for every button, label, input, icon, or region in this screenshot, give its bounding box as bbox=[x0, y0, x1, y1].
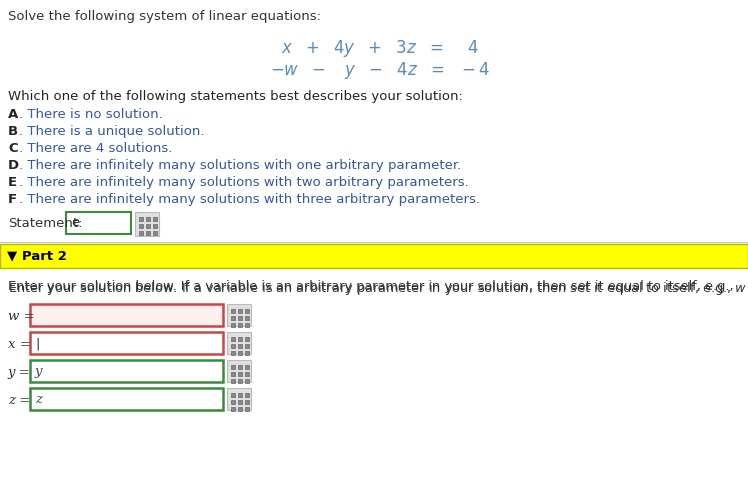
Text: F: F bbox=[8, 193, 17, 206]
FancyBboxPatch shape bbox=[30, 388, 223, 410]
FancyBboxPatch shape bbox=[238, 400, 242, 404]
FancyBboxPatch shape bbox=[153, 217, 157, 222]
FancyBboxPatch shape bbox=[245, 337, 249, 341]
FancyBboxPatch shape bbox=[238, 337, 242, 341]
Text: C: C bbox=[8, 142, 18, 155]
Text: x =: x = bbox=[8, 337, 31, 350]
FancyBboxPatch shape bbox=[231, 309, 235, 313]
Text: E: E bbox=[8, 176, 17, 189]
Text: D: D bbox=[8, 159, 19, 172]
FancyBboxPatch shape bbox=[238, 372, 242, 376]
Text: Enter your solution below. If a variable is an arbitrary parameter in your solut: Enter your solution below. If a variable… bbox=[8, 279, 748, 296]
FancyBboxPatch shape bbox=[238, 317, 242, 320]
FancyBboxPatch shape bbox=[245, 351, 249, 355]
FancyBboxPatch shape bbox=[146, 225, 150, 228]
FancyBboxPatch shape bbox=[245, 317, 249, 320]
FancyBboxPatch shape bbox=[0, 244, 748, 269]
FancyBboxPatch shape bbox=[231, 351, 235, 355]
FancyBboxPatch shape bbox=[238, 407, 242, 411]
Text: $x\ \ +\ \ 4y\ \ +\ \ 3z\ \ =\ \ \ \ 4$: $x\ \ +\ \ 4y\ \ +\ \ 3z\ \ =\ \ \ \ 4$ bbox=[280, 38, 479, 59]
FancyBboxPatch shape bbox=[231, 344, 235, 348]
FancyBboxPatch shape bbox=[245, 400, 249, 404]
FancyBboxPatch shape bbox=[238, 379, 242, 383]
Text: z =: z = bbox=[8, 393, 31, 406]
FancyBboxPatch shape bbox=[231, 323, 235, 327]
Text: . There is no solution.: . There is no solution. bbox=[19, 108, 163, 121]
FancyBboxPatch shape bbox=[238, 351, 242, 355]
Text: Solve the following system of linear equations:: Solve the following system of linear equ… bbox=[8, 10, 321, 23]
FancyBboxPatch shape bbox=[139, 217, 143, 222]
FancyBboxPatch shape bbox=[30, 333, 223, 354]
Text: . There are 4 solutions.: . There are 4 solutions. bbox=[19, 142, 172, 155]
Text: y =: y = bbox=[8, 365, 31, 378]
FancyBboxPatch shape bbox=[139, 231, 143, 236]
FancyBboxPatch shape bbox=[245, 365, 249, 369]
FancyBboxPatch shape bbox=[245, 309, 249, 313]
FancyBboxPatch shape bbox=[238, 344, 242, 348]
FancyBboxPatch shape bbox=[66, 212, 131, 235]
FancyBboxPatch shape bbox=[30, 360, 223, 382]
Text: Enter your solution below. If a variable is an arbitrary parameter in your solut: Enter your solution below. If a variable… bbox=[8, 279, 734, 292]
Text: y: y bbox=[35, 364, 43, 377]
FancyBboxPatch shape bbox=[245, 393, 249, 397]
FancyBboxPatch shape bbox=[30, 304, 223, 326]
FancyBboxPatch shape bbox=[135, 212, 159, 237]
FancyBboxPatch shape bbox=[231, 379, 235, 383]
Text: $-w\ \ -\ \ \ y\ \ -\ \ 4z\ \ =\ \ -4$: $-w\ \ -\ \ \ y\ \ -\ \ 4z\ \ =\ \ -4$ bbox=[270, 60, 490, 81]
FancyBboxPatch shape bbox=[238, 309, 242, 313]
FancyBboxPatch shape bbox=[238, 365, 242, 369]
Text: . There are infinitely many solutions with two arbitrary parameters.: . There are infinitely many solutions wi… bbox=[19, 176, 469, 189]
FancyBboxPatch shape bbox=[231, 317, 235, 320]
FancyBboxPatch shape bbox=[245, 323, 249, 327]
Text: Which one of the following statements best describes your solution:: Which one of the following statements be… bbox=[8, 90, 463, 103]
FancyBboxPatch shape bbox=[231, 337, 235, 341]
FancyBboxPatch shape bbox=[238, 323, 242, 327]
Text: e: e bbox=[71, 215, 79, 228]
FancyBboxPatch shape bbox=[139, 225, 143, 228]
Text: . There are infinitely many solutions with three arbitrary parameters.: . There are infinitely many solutions wi… bbox=[19, 193, 480, 206]
FancyBboxPatch shape bbox=[227, 360, 251, 382]
FancyBboxPatch shape bbox=[245, 379, 249, 383]
FancyBboxPatch shape bbox=[231, 372, 235, 376]
Text: z: z bbox=[35, 392, 42, 405]
FancyBboxPatch shape bbox=[227, 388, 251, 410]
Text: B: B bbox=[8, 125, 18, 138]
FancyBboxPatch shape bbox=[245, 372, 249, 376]
Text: . There are infinitely many solutions with one arbitrary parameter.: . There are infinitely many solutions wi… bbox=[19, 159, 462, 172]
FancyBboxPatch shape bbox=[238, 393, 242, 397]
FancyBboxPatch shape bbox=[231, 393, 235, 397]
FancyBboxPatch shape bbox=[231, 407, 235, 411]
FancyBboxPatch shape bbox=[153, 231, 157, 236]
Text: A: A bbox=[8, 108, 18, 121]
FancyBboxPatch shape bbox=[231, 365, 235, 369]
Text: w =: w = bbox=[8, 309, 34, 322]
Text: ▼ Part 2: ▼ Part 2 bbox=[7, 248, 67, 261]
FancyBboxPatch shape bbox=[245, 407, 249, 411]
FancyBboxPatch shape bbox=[245, 344, 249, 348]
FancyBboxPatch shape bbox=[227, 333, 251, 354]
Text: . There is a unique solution.: . There is a unique solution. bbox=[19, 125, 204, 138]
Text: |: | bbox=[35, 336, 40, 349]
FancyBboxPatch shape bbox=[231, 400, 235, 404]
Text: Statement:: Statement: bbox=[8, 216, 82, 229]
FancyBboxPatch shape bbox=[227, 304, 251, 326]
FancyBboxPatch shape bbox=[153, 225, 157, 228]
FancyBboxPatch shape bbox=[146, 231, 150, 236]
FancyBboxPatch shape bbox=[146, 217, 150, 222]
